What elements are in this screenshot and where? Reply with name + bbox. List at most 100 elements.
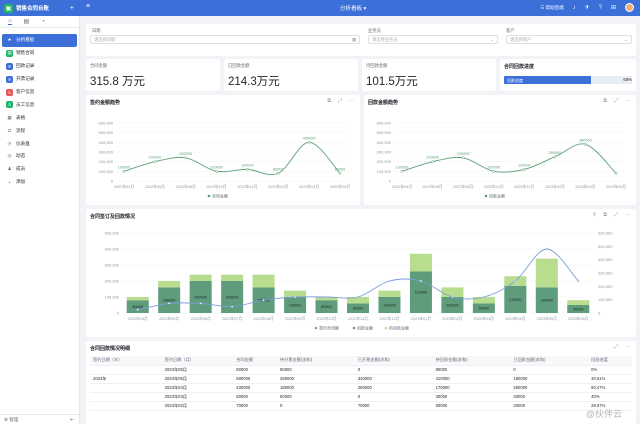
user-avatar[interactable] <box>625 3 634 12</box>
x-tick-label: 2023年04月 <box>299 184 319 189</box>
bar-pending <box>346 297 370 304</box>
table-header-cell[interactable]: 合同金额 <box>233 356 278 366</box>
sidebar-footer[interactable]: ⚙ 管理 ⇤ <box>0 414 80 424</box>
sidebar-item-5[interactable]: ☺ 客户信息 <box>2 86 77 99</box>
copy-icon[interactable]: ⧉ <box>603 212 607 218</box>
legend-label: 回款金额 <box>489 193 505 199</box>
table-header-cell[interactable]: 回款进度 <box>588 356 632 366</box>
data-label: 250000 <box>549 151 562 155</box>
send-icon[interactable]: ✈ <box>584 5 590 11</box>
sidebar-item-2[interactable]: ▤ 销售合同 <box>2 47 77 60</box>
copy-icon[interactable]: ⧉ <box>327 98 331 104</box>
x-tick-label: 2023年05月 <box>537 316 557 321</box>
sidebar-item-12[interactable]: + 添加 <box>2 176 77 189</box>
salesperson-select[interactable]: 请选择业务员 ⌄ <box>368 35 498 44</box>
bar-received <box>472 303 495 313</box>
sidebar-item-4[interactable]: ¥ 开票记录 <box>2 73 77 86</box>
x-tick-label: 2022年04月 <box>392 184 412 189</box>
flow-icon: ⇄ <box>7 127 12 133</box>
data-label: 240000 <box>457 152 470 156</box>
table-cell: 430000 <box>233 383 278 393</box>
expand-icon[interactable]: ⤢ <box>337 98 342 104</box>
more-icon[interactable]: ⋯ <box>625 344 630 350</box>
table-header-cell[interactable]: 签约日期（月） <box>161 356 234 366</box>
y-tick-label: 500,000 <box>105 231 120 236</box>
date-filter-label: 日期 <box>92 28 101 33</box>
expand-icon[interactable]: ⤢ <box>613 98 618 104</box>
expand-icon[interactable]: ⤢ <box>613 344 618 350</box>
kpi-label: 已回款金额 <box>228 63 250 68</box>
collapse-icon[interactable]: ⇤ <box>70 416 74 422</box>
y-tick-label: 0 <box>111 179 114 184</box>
help-icon[interactable]: ? <box>598 4 602 11</box>
sidebar-item-1[interactable]: ★ 分析看板 <box>2 34 77 47</box>
table-cell: 250000 <box>354 383 433 393</box>
table-body: 2023年06月 80000 80000 0 80000 0 0% 2023年 2023年05月… <box>90 365 632 411</box>
table-row[interactable]: 2023年 2023年05月 590000 250000 340000 410000 180… <box>90 374 632 384</box>
bar-received <box>126 300 149 313</box>
detail-table: 签约日期（年） 签约日期（月） 合同金额 待开票金额(求和) 已开票金额(求和) 待回款金… <box>90 356 632 411</box>
data-point <box>230 305 234 308</box>
table-header-cell[interactable]: 待回款金额(求和) <box>432 356 511 366</box>
table-row[interactable]: 2023年04月 430000 180000 250000 170000 260000 60… <box>90 383 632 393</box>
sidebar-item-11[interactable]: ♟ 成员 <box>2 163 77 176</box>
sidebar-item-6[interactable]: ♙ 员工信息 <box>2 98 77 111</box>
sidebar-item-3[interactable]: ¥ 回款记录 <box>2 60 77 73</box>
sidebar-item-10[interactable]: ◎ 动态 <box>2 150 77 163</box>
table-header-cell[interactable]: 待开票金额(求和) <box>277 356 355 366</box>
home-icon[interactable]: ⌂ <box>8 18 12 25</box>
table-cell: 340000 <box>354 374 433 384</box>
y-tick-label: 500,000 <box>99 130 114 135</box>
data-label: 60000 <box>479 307 490 311</box>
settings-label[interactable]: ⚙ 管理 <box>4 416 19 422</box>
app-logo-icon: ▣ <box>4 3 13 13</box>
data-point <box>400 169 404 173</box>
y-tick-label: 0 <box>389 179 392 184</box>
more-icon[interactable]: ⋯ <box>349 98 354 104</box>
chart-tools: ⧉ ⤢ ⋯ <box>603 98 630 104</box>
customer-select[interactable]: 请选择客户 ⌄ <box>506 35 632 44</box>
sidebar-item-label: 流程 <box>16 127 26 133</box>
clock-icon[interactable]: ◔ <box>41 18 45 25</box>
more-icon[interactable]: ⋯ <box>625 212 630 218</box>
progress-fill <box>504 76 592 84</box>
customer-icon: ☺ <box>6 88 13 96</box>
y-tick-label: 300,000 <box>99 150 114 155</box>
sidebar-item-7[interactable]: ▦ 表格 <box>2 111 77 124</box>
more-icon[interactable]: ⋯ <box>625 98 630 104</box>
date-filter-input[interactable]: 请选择日期 ▦ <box>90 35 360 44</box>
table-header-cell[interactable]: 已回款金额(求和) <box>510 356 589 366</box>
add-app-icon[interactable]: + <box>69 4 74 12</box>
page-title[interactable]: 分析看板 ▾ <box>340 6 367 12</box>
expand-icon[interactable]: ⤢ <box>613 212 618 218</box>
table-view-icon[interactable]: ▤ <box>23 19 30 25</box>
y-tick-label: 500,000 <box>377 130 392 135</box>
y-tick-label: 100,000 <box>105 295 120 300</box>
x-tick-label: 2022年06月 <box>191 316 211 321</box>
table-cell: 50000 <box>432 401 511 411</box>
app-brand[interactable]: ▣ 销售合同台账 + <box>0 0 80 16</box>
table-header-cell[interactable]: 签约日期（年） <box>90 356 162 366</box>
apps-grid-icon[interactable]: ⊞ <box>610 5 616 11</box>
kpi-pending-amount: 待回款金额 101.5万元 <box>362 59 496 91</box>
table-cell: 180000 <box>277 383 355 393</box>
table-header-cell[interactable]: 已开票金额(求和) <box>354 356 433 366</box>
data-label: 100000 <box>289 304 302 308</box>
bell-icon[interactable]: ♪ <box>572 4 576 11</box>
chart-tools: ⧉ ⤢ ⋯ <box>327 98 354 104</box>
table-row[interactable]: 2023年06月 80000 80000 0 80000 0 0% <box>90 365 632 375</box>
sidebar-item-8[interactable]: ⇄ 流程 <box>2 124 77 137</box>
filter-icon[interactable]: ⚲ <box>592 212 597 218</box>
hamburger-menu-icon[interactable]: ≡ <box>86 3 91 10</box>
copy-icon[interactable]: ⧉ <box>603 98 607 104</box>
sidebar-item-label: 动态 <box>16 153 26 159</box>
data-point <box>307 140 311 144</box>
sidebar-item-9[interactable]: ◷ 仪表盘 <box>2 137 77 150</box>
x-tick-label: 2022年11月 <box>348 316 368 321</box>
table-cell: 0 <box>510 365 589 375</box>
data-point <box>451 295 454 299</box>
table-row[interactable]: 2023年03月 50000 50000 0 30000 20000 40% <box>90 392 632 402</box>
help-link[interactable]: ☰ 帮助后端 <box>540 4 564 10</box>
table-row[interactable]: 2023年02月 70000 0 70000 50000 20000 28.57% <box>90 401 632 411</box>
bar-received <box>346 303 370 313</box>
